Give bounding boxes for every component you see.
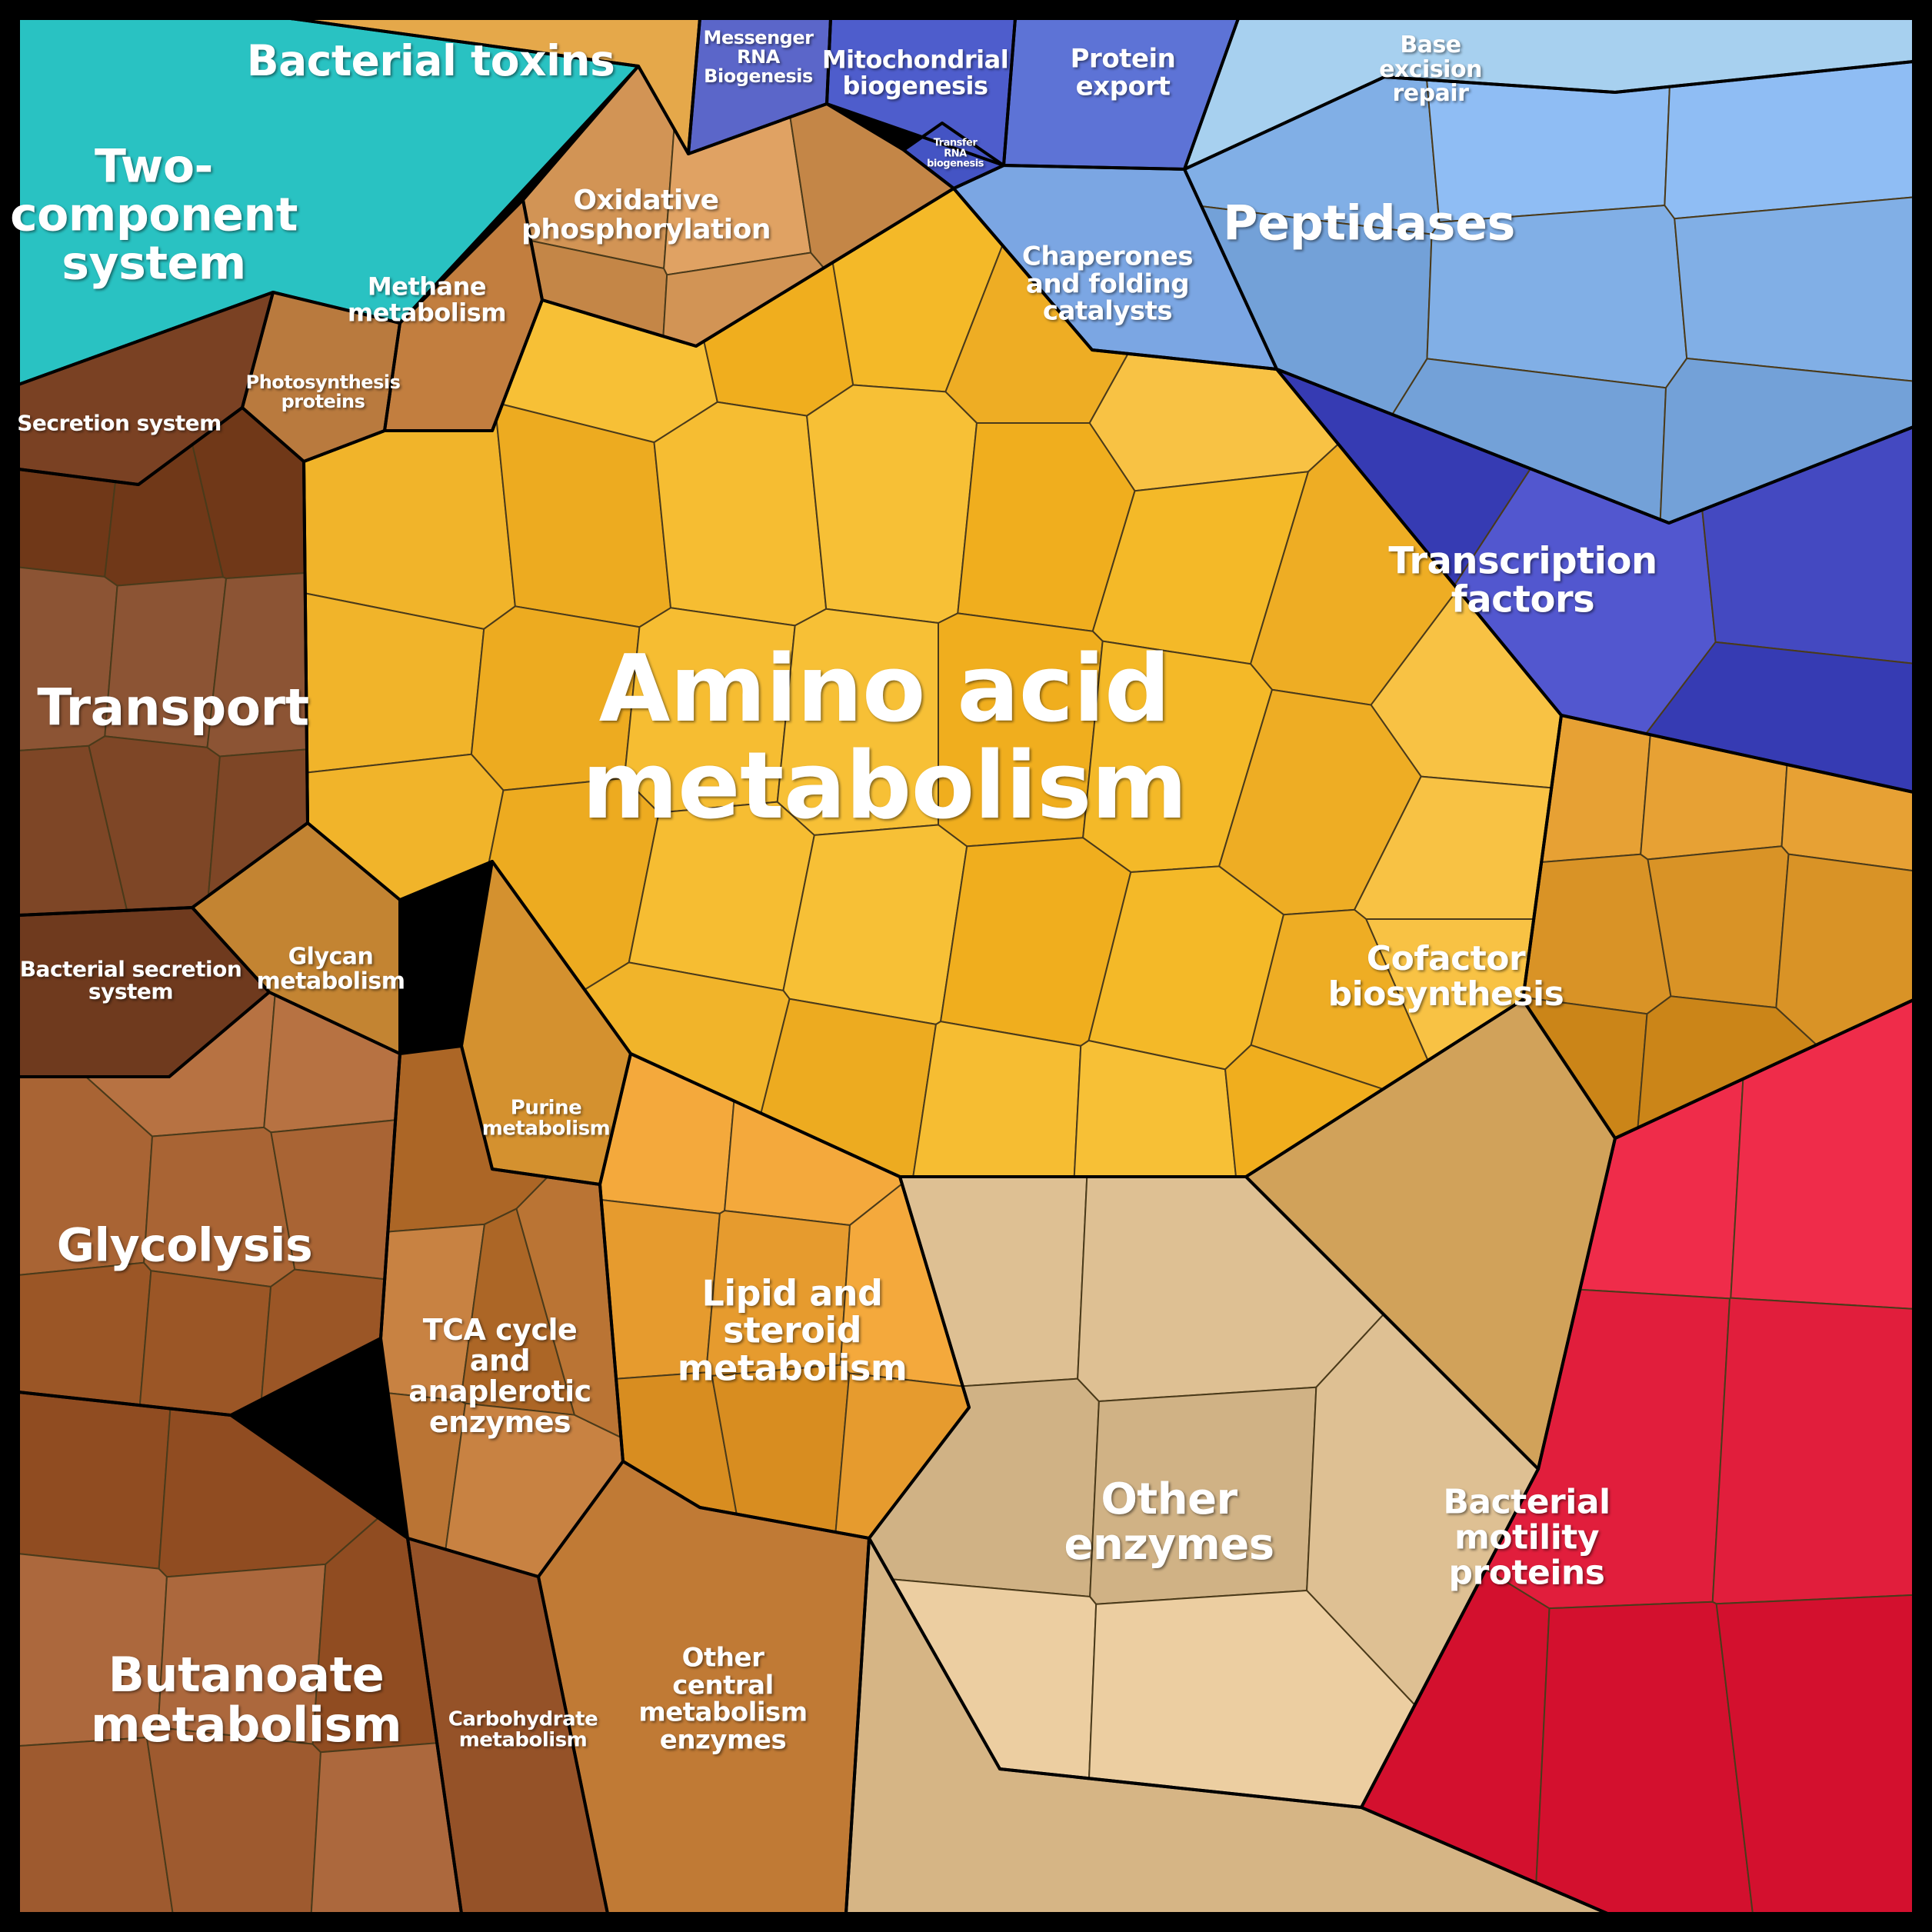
- treemap-svg: [0, 0, 1932, 1932]
- voronoi-treemap: Two- component systemBacterial toxinsMes…: [0, 0, 1932, 1932]
